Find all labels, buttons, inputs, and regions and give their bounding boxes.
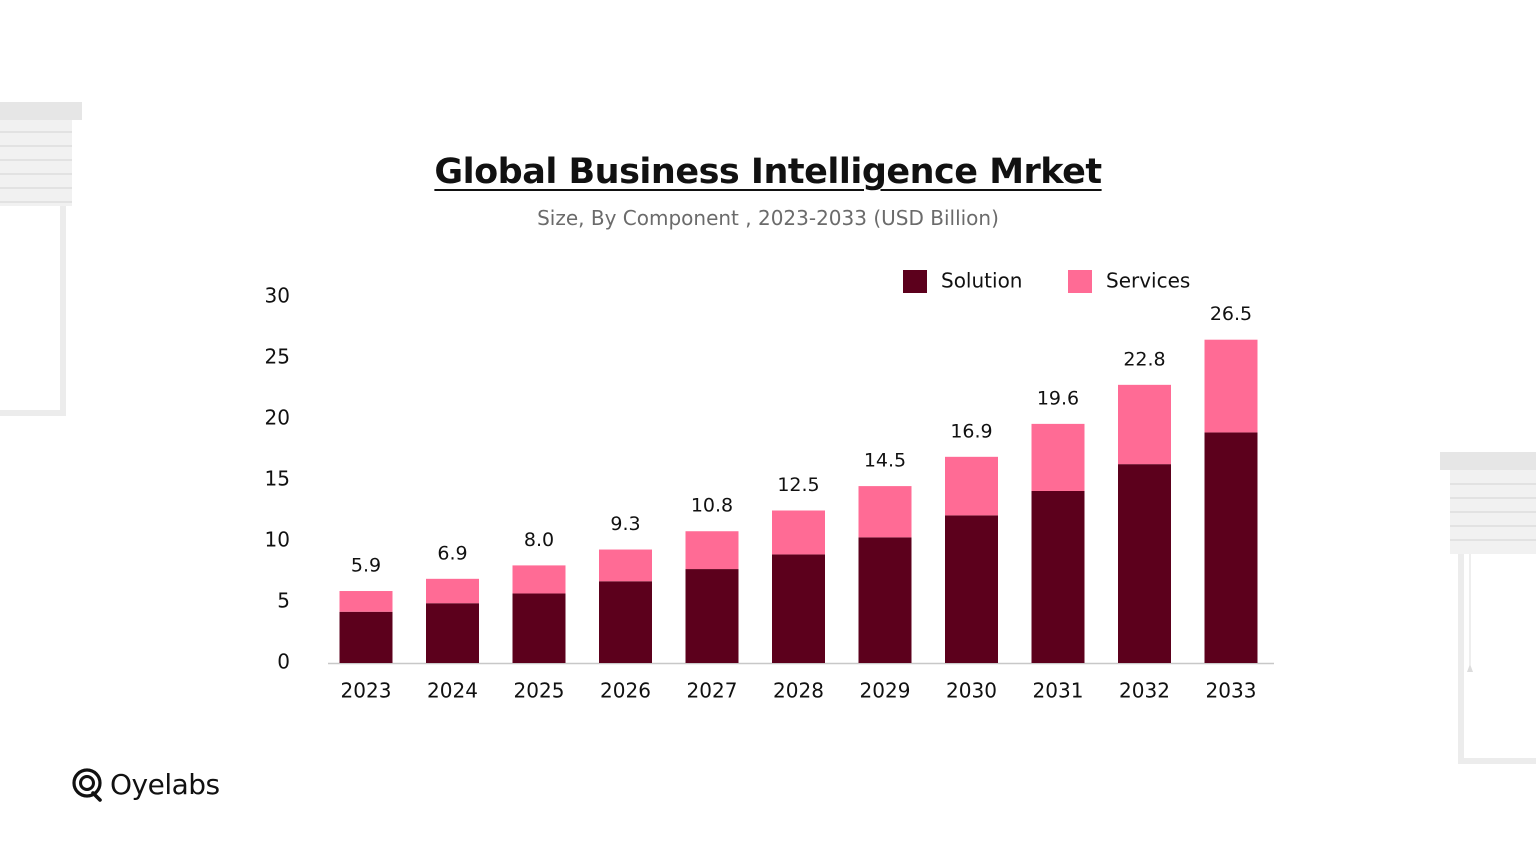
bar-services-2029	[858, 486, 912, 538]
bar-services-2026	[599, 549, 652, 582]
data-label-total: 10.8	[691, 495, 733, 517]
bar-solution-2027	[685, 569, 739, 663]
y-tick-label: 25	[265, 345, 290, 369]
data-label-total: 22.8	[1123, 348, 1165, 370]
bar-solution-2023	[339, 611, 393, 663]
chart-subtitle: Size, By Component , 2023-2033 (USD Bill…	[537, 206, 999, 230]
brand-name: Oyelabs	[110, 767, 220, 801]
y-tick-label: 10	[265, 528, 290, 552]
x-tick-label: 2031	[1033, 679, 1084, 703]
data-label-total: 9.3	[610, 513, 640, 535]
window-blind-right-decoration	[1440, 452, 1536, 764]
bar-solution-2026	[599, 581, 652, 663]
bar-services-2023	[339, 591, 393, 612]
bar-solution-2030	[945, 515, 998, 663]
bar-solution-2033	[1204, 432, 1258, 663]
bar-services-2030	[945, 456, 998, 516]
x-tick-label: 2030	[946, 679, 997, 703]
y-tick-label: 15	[265, 467, 290, 491]
chart-title: Global Business Intelligence Mrket	[434, 152, 1102, 192]
bar-services-2028	[772, 510, 825, 555]
legend-label: Services	[1106, 269, 1190, 293]
data-label-total: 19.6	[1037, 387, 1079, 409]
y-tick-label: 0	[277, 650, 290, 674]
legend-label: Solution	[941, 269, 1022, 293]
data-label-total: 16.9	[950, 420, 992, 442]
bar-solution-2031	[1031, 490, 1085, 663]
legend-swatch	[903, 270, 927, 293]
x-tick-label: 2025	[514, 679, 565, 703]
x-tick-label: 2023	[341, 679, 392, 703]
data-label-total: 6.9	[437, 542, 467, 564]
y-tick-label: 20	[265, 406, 290, 430]
x-tick-label: 2024	[427, 679, 478, 703]
data-label-total: 12.5	[777, 474, 819, 496]
data-label-total: 14.5	[864, 450, 906, 472]
bar-services-2024	[426, 578, 479, 604]
x-tick-label: 2029	[860, 679, 911, 703]
brand-logo: Oyelabs	[70, 764, 220, 804]
y-tick-label: 5	[277, 589, 290, 613]
bar-solution-2029	[858, 537, 912, 663]
data-label-total: 5.9	[351, 555, 381, 577]
bar-solution-2028	[772, 554, 825, 663]
data-label-total: 26.5	[1210, 303, 1252, 325]
bar-services-2031	[1031, 423, 1085, 491]
window-blind-left-decoration	[0, 102, 82, 416]
bar-services-2032	[1118, 384, 1171, 465]
bar-solution-2024	[426, 603, 479, 663]
x-tick-label: 2026	[600, 679, 651, 703]
legend-swatch	[1068, 270, 1092, 293]
y-tick-label: 30	[265, 284, 290, 308]
bar-solution-2032	[1118, 464, 1171, 663]
data-label-total: 8.0	[524, 529, 554, 551]
x-tick-label: 2027	[687, 679, 738, 703]
bar-services-2027	[685, 531, 739, 570]
bar-services-2033	[1204, 339, 1258, 433]
x-tick-label: 2033	[1206, 679, 1257, 703]
x-tick-label: 2032	[1119, 679, 1170, 703]
x-tick-label: 2028	[773, 679, 824, 703]
oyelabs-logo-icon	[72, 768, 102, 802]
bar-services-2025	[512, 565, 566, 594]
bar-solution-2025	[512, 593, 566, 663]
